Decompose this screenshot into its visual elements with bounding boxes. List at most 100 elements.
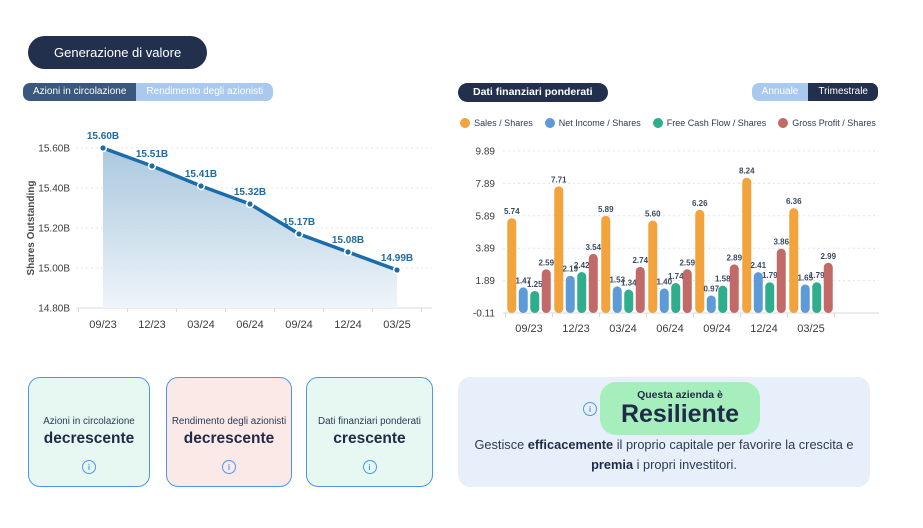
data-point[interactable] bbox=[98, 143, 108, 153]
x-axis-tick-label: 03/25 bbox=[383, 319, 411, 331]
bar[interactable] bbox=[577, 272, 587, 313]
legend-item[interactable]: Net Income / Shares bbox=[544, 118, 641, 128]
bar[interactable] bbox=[541, 269, 551, 313]
x-axis-tick-label: 03/24 bbox=[609, 323, 637, 335]
data-point[interactable] bbox=[196, 181, 206, 191]
legend-item[interactable]: Gross Profit / Shares bbox=[778, 118, 876, 128]
y-axis-tick-label: 14.80B bbox=[38, 304, 70, 315]
bar[interactable] bbox=[601, 215, 611, 313]
weighted-financials-chart: -0.111.893.895.897.899.8909/235.741.471.… bbox=[473, 147, 879, 335]
bar[interactable] bbox=[742, 177, 752, 313]
bar[interactable] bbox=[695, 209, 705, 313]
bar[interactable] bbox=[800, 284, 810, 313]
bar[interactable] bbox=[682, 269, 692, 313]
bar[interactable] bbox=[624, 289, 634, 313]
area-fill bbox=[103, 148, 397, 308]
tab-rendimento-degli-azionisti[interactable]: Rendimento degli azionisti bbox=[136, 83, 274, 101]
summary-card-rendimento-azionisti: Rendimento degli azionisti decrescente i bbox=[166, 377, 292, 487]
data-point[interactable] bbox=[147, 161, 157, 171]
bar-value-label: 3.86 bbox=[773, 238, 789, 247]
bar[interactable] bbox=[765, 282, 775, 313]
bar[interactable] bbox=[753, 272, 763, 313]
bar-value-label: 5.60 bbox=[645, 209, 661, 218]
summary-card-title: Azioni in circolazione bbox=[43, 416, 135, 427]
bar[interactable] bbox=[612, 286, 622, 313]
bar[interactable] bbox=[518, 287, 528, 313]
bar-value-label: 1.34 bbox=[621, 279, 637, 288]
bar-value-label: 1.79 bbox=[762, 271, 778, 280]
bar-value-label: 2.41 bbox=[750, 261, 766, 270]
bar[interactable] bbox=[812, 282, 822, 313]
tab-azioni-in-circolazione[interactable]: Azioni in circolazione bbox=[23, 83, 137, 101]
bar-value-label: 2.99 bbox=[820, 252, 836, 261]
x-axis-tick-label: 03/24 bbox=[187, 319, 215, 331]
section-title-button[interactable]: Generazione di valore bbox=[28, 36, 208, 69]
data-point[interactable] bbox=[392, 265, 402, 275]
summary-card-azioni-in-circolazione: Azioni in circolazione decrescente i bbox=[28, 377, 150, 487]
bar-value-label: 1.40 bbox=[656, 278, 672, 287]
bar-value-label: 2.59 bbox=[679, 258, 695, 267]
legend-item[interactable]: Sales / Shares bbox=[460, 118, 533, 128]
toggle-annuale[interactable]: Annuale bbox=[751, 83, 809, 101]
bar-value-label: 1.65 bbox=[797, 273, 813, 282]
bar[interactable] bbox=[588, 253, 598, 313]
bar[interactable] bbox=[659, 288, 669, 313]
bar[interactable] bbox=[823, 262, 833, 313]
bar-value-label: 2.74 bbox=[632, 256, 648, 265]
data-point[interactable] bbox=[294, 229, 304, 239]
bar-value-label: 1.47 bbox=[515, 276, 531, 285]
point-value-label: 15.08B bbox=[332, 235, 364, 246]
info-icon[interactable]: i bbox=[222, 460, 236, 474]
legend-dot-icon bbox=[544, 118, 555, 128]
legend-dot-icon bbox=[460, 118, 471, 128]
bar[interactable] bbox=[789, 208, 799, 313]
bar-value-label: 2.42 bbox=[574, 261, 590, 270]
bar[interactable] bbox=[671, 283, 681, 313]
bar[interactable] bbox=[554, 186, 564, 313]
bar-value-label: 5.74 bbox=[504, 207, 520, 216]
x-axis-tick-label: 12/24 bbox=[334, 319, 362, 331]
tab-dati-finanziari-ponderati[interactable]: Dati finanziari ponderati bbox=[458, 83, 608, 102]
bar[interactable] bbox=[507, 218, 517, 313]
bar[interactable] bbox=[718, 285, 728, 313]
bar-value-label: 2.59 bbox=[538, 258, 554, 267]
summary-card-title: Rendimento degli azionisti bbox=[171, 416, 287, 427]
resilience-badge: Questa azienda è Resiliente bbox=[600, 382, 760, 435]
summary-card-value: crescente bbox=[333, 430, 406, 447]
bar-value-label: 5.89 bbox=[598, 205, 614, 214]
bar-value-label: 2.89 bbox=[726, 253, 742, 262]
badge-value-text: Resiliente bbox=[620, 399, 740, 428]
legend-item[interactable]: Free Cash Flow / Shares bbox=[652, 118, 767, 128]
bar[interactable] bbox=[565, 275, 575, 313]
x-axis-tick-label: 06/24 bbox=[236, 319, 264, 331]
x-axis-tick-label: 12/23 bbox=[138, 319, 166, 331]
y-axis-tick-label: 5.89 bbox=[476, 211, 496, 222]
info-icon[interactable]: i bbox=[583, 402, 597, 416]
legend-label: Sales / Shares bbox=[474, 118, 533, 128]
bar[interactable] bbox=[776, 248, 786, 313]
bar[interactable] bbox=[648, 220, 658, 313]
bar-value-label: 1.79 bbox=[809, 271, 825, 280]
bar[interactable] bbox=[530, 290, 540, 313]
y-axis-tick-label: 15.00B bbox=[38, 264, 70, 275]
info-icon[interactable]: i bbox=[82, 460, 96, 474]
info-icon[interactable]: i bbox=[362, 460, 377, 474]
summary-card-dati-finanziari: Dati finanziari ponderati crescente i bbox=[306, 377, 433, 487]
bar[interactable] bbox=[706, 295, 716, 313]
legend-dot-icon bbox=[778, 118, 789, 128]
x-axis-tick-label: 12/24 bbox=[750, 323, 778, 335]
legend-label: Free Cash Flow / Shares bbox=[666, 118, 767, 128]
y-axis-title: Shares Outstanding bbox=[26, 180, 37, 275]
bar-value-label: 8.24 bbox=[739, 167, 755, 176]
bar[interactable] bbox=[635, 266, 645, 313]
bar[interactable] bbox=[729, 264, 739, 313]
data-point[interactable] bbox=[245, 199, 255, 209]
toggle-trimestrale[interactable]: Trimestrale bbox=[808, 83, 878, 101]
y-axis-tick-label: -0.11 bbox=[473, 309, 495, 320]
x-axis-tick-label: 03/25 bbox=[797, 323, 825, 335]
data-point[interactable] bbox=[343, 247, 353, 257]
bar-value-label: 0.97 bbox=[703, 285, 719, 294]
y-axis-tick-label: 9.89 bbox=[476, 147, 496, 158]
point-value-label: 15.51B bbox=[136, 149, 168, 160]
